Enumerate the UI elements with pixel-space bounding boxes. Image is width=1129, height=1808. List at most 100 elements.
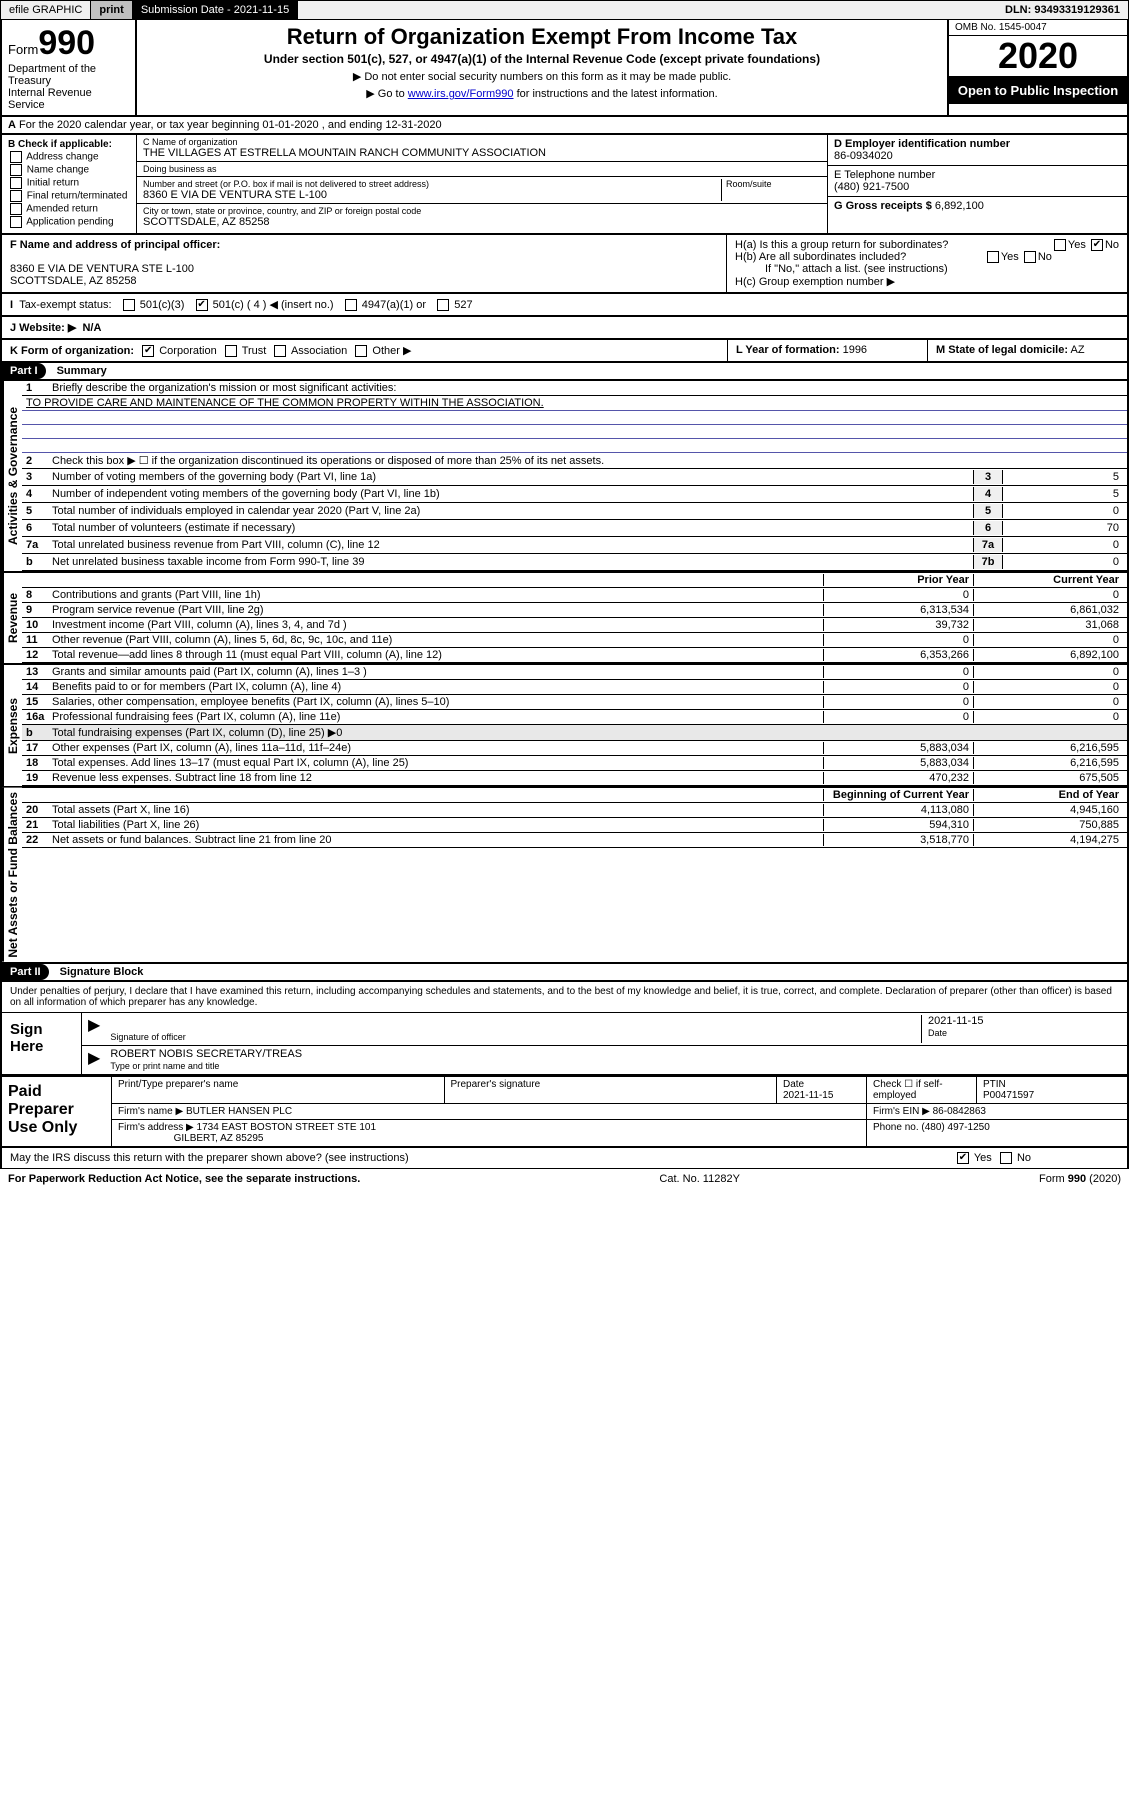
data-line: 17Other expenses (Part IX, column (A), l… [22,741,1127,756]
firm-ein: 86-0842863 [933,1106,986,1117]
chk-4947[interactable] [345,299,357,311]
summary-line: 5Total number of individuals employed in… [22,503,1127,520]
open-public: Open to Public Inspection [949,77,1127,104]
data-line: bTotal fundraising expenses (Part IX, co… [22,725,1127,741]
summary-line: 4Number of independent voting members of… [22,486,1127,503]
page-footer: For Paperwork Reduction Act Notice, see … [0,1169,1129,1189]
part1-header: Part I Summary [0,363,1129,381]
chk-501c[interactable] [196,299,208,311]
ha: H(a) Is this a group return for subordin… [735,239,1119,251]
ptin: P00471597 [983,1090,1034,1101]
part2-header: Part II Signature Block [0,964,1129,982]
chk-trust[interactable] [225,345,237,357]
row-fh: F Name and address of principal officer:… [0,235,1129,294]
perjury-text: Under penalties of perjury, I declare th… [2,982,1127,1012]
chk-501c3[interactable] [123,299,135,311]
sig-date: 2021-11-15 [928,1015,983,1027]
officer-name: ROBERT NOBIS SECRETARY/TREAS [110,1048,302,1060]
summary-line: 6Total number of volunteers (estimate if… [22,520,1127,537]
firm-name: BUTLER HANSEN PLC [186,1106,292,1117]
data-line: 8Contributions and grants (Part VIII, li… [22,588,1127,603]
note-link: ▶ Go to www.irs.gov/Form990 for instruct… [145,87,939,100]
arrow-icon: ▶ [88,1015,100,1043]
data-line: 15Salaries, other compensation, employee… [22,695,1127,710]
side-net: Net Assets or Fund Balances [2,788,22,962]
chk-initial[interactable]: Initial return [8,177,130,189]
firm-addr: 1734 EAST BOSTON STREET STE 101 [197,1122,377,1133]
chk-discuss-yes[interactable] [957,1152,969,1164]
revenue-block: Revenue Prior YearCurrent Year 8Contribu… [0,573,1129,665]
net-block: Net Assets or Fund Balances Beginning of… [0,788,1129,964]
side-governance: Activities & Governance [2,381,22,571]
summary-line: bNet unrelated business taxable income f… [22,554,1127,571]
form-header: Form990 Department of the Treasury Inter… [0,20,1129,117]
website: N/A [82,322,101,334]
data-line: 20Total assets (Part X, line 16)4,113,08… [22,803,1127,818]
row-j: J Website: ▶ N/A [0,317,1129,340]
chk-discuss-no[interactable] [1000,1152,1012,1164]
chk-pending[interactable]: Application pending [8,216,130,228]
dln-label: DLN: 93493319129361 [997,1,1128,19]
data-line: 14Benefits paid to or for members (Part … [22,680,1127,695]
form-title: Return of Organization Exempt From Incom… [145,24,939,50]
mission-text: TO PROVIDE CARE AND MAINTENANCE OF THE C… [22,396,1127,411]
chk-address[interactable]: Address change [8,151,130,163]
box-f-label: F Name and address of principal officer: [10,239,220,251]
row-k: K Form of organization: Corporation Trus… [0,340,1129,363]
data-line: 21Total liabilities (Part X, line 26)594… [22,818,1127,833]
efile-label: efile GRAPHIC [1,1,91,19]
omb-number: OMB No. 1545-0047 [949,20,1127,36]
data-line: 18Total expenses. Add lines 13–17 (must … [22,756,1127,771]
hb: H(b) Are all subordinates included? Yes … [735,251,1119,263]
paid-label: Paid Preparer Use Only [2,1077,112,1146]
section-a: A For the 2020 calendar year, or tax yea… [2,117,1127,134]
firm-phone: (480) 497-1250 [921,1122,989,1133]
discuss-row: May the IRS discuss this return with the… [0,1148,1129,1169]
box-b: B Check if applicable: Address change Na… [2,135,137,233]
side-revenue: Revenue [2,573,22,663]
governance-block: Activities & Governance 1Briefly describ… [0,381,1129,573]
ein: 86-0934020 [834,150,893,162]
data-line: 16aProfessional fundraising fees (Part I… [22,710,1127,725]
chk-name[interactable]: Name change [8,164,130,176]
dept-label: Department of the Treasury [8,63,129,87]
data-line: 19Revenue less expenses. Subtract line 1… [22,771,1127,786]
topbar: efile GRAPHIC print Submission Date - 20… [0,0,1129,20]
domicile: AZ [1070,344,1084,356]
data-line: 12Total revenue—add lines 8 through 11 (… [22,648,1127,663]
data-line: 13Grants and similar amounts paid (Part … [22,665,1127,680]
arrow-icon: ▶ [88,1048,100,1072]
summary-line: 7aTotal unrelated business revenue from … [22,537,1127,554]
tax-year: 2020 [949,36,1127,77]
chk-assoc[interactable] [274,345,286,357]
signature-block: Under penalties of perjury, I declare th… [0,982,1129,1076]
irs-link[interactable]: www.irs.gov/Form990 [408,88,514,100]
note-ssn: ▶ Do not enter social security numbers o… [145,70,939,83]
expenses-block: Expenses 13Grants and similar amounts pa… [0,665,1129,788]
gross-receipts: 6,892,100 [935,200,984,212]
box-c: C Name of organizationTHE VILLAGES AT ES… [137,135,827,233]
year-formed: 1996 [843,344,867,356]
org-name: THE VILLAGES AT ESTRELLA MOUNTAIN RANCH … [143,147,546,159]
chk-other[interactable] [355,345,367,357]
submission-date: Submission Date - 2021-11-15 [133,1,298,19]
chk-corp[interactable] [142,345,154,357]
org-info-block: B Check if applicable: Address change Na… [0,135,1129,235]
box-de: D Employer identification number86-09340… [827,135,1127,233]
row-i: I Tax-exempt status: 501(c)(3) 501(c) ( … [0,294,1129,317]
chk-final[interactable]: Final return/terminated [8,190,130,202]
print-button[interactable]: print [91,1,132,19]
org-street: 8360 E VIA DE VENTURA STE L-100 [143,189,327,201]
paid-preparer-block: Paid Preparer Use Only Print/Type prepar… [0,1076,1129,1148]
data-line: 10Investment income (Part VIII, column (… [22,618,1127,633]
form-subtitle: Under section 501(c), 527, or 4947(a)(1)… [145,52,939,66]
summary-line: 3Number of voting members of the governi… [22,469,1127,486]
irs-label: Internal Revenue Service [8,87,129,111]
org-city: SCOTTSDALE, AZ 85258 [143,216,270,228]
chk-527[interactable] [437,299,449,311]
chk-amended[interactable]: Amended return [8,203,130,215]
form-number: Form990 [8,24,129,63]
phone: (480) 921-7500 [834,181,909,193]
side-expenses: Expenses [2,665,22,786]
hc: H(c) Group exemption number ▶ [735,275,1119,288]
